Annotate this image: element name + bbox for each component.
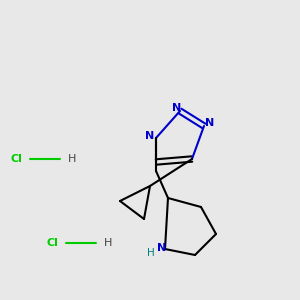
Text: H: H bbox=[103, 238, 112, 248]
Text: N: N bbox=[145, 130, 154, 141]
Text: Cl: Cl bbox=[46, 238, 58, 248]
Text: H: H bbox=[147, 248, 154, 258]
Text: N: N bbox=[172, 103, 182, 113]
Text: Cl: Cl bbox=[11, 154, 22, 164]
Text: N: N bbox=[205, 118, 214, 128]
Text: H: H bbox=[68, 154, 76, 164]
Text: N: N bbox=[158, 243, 166, 254]
